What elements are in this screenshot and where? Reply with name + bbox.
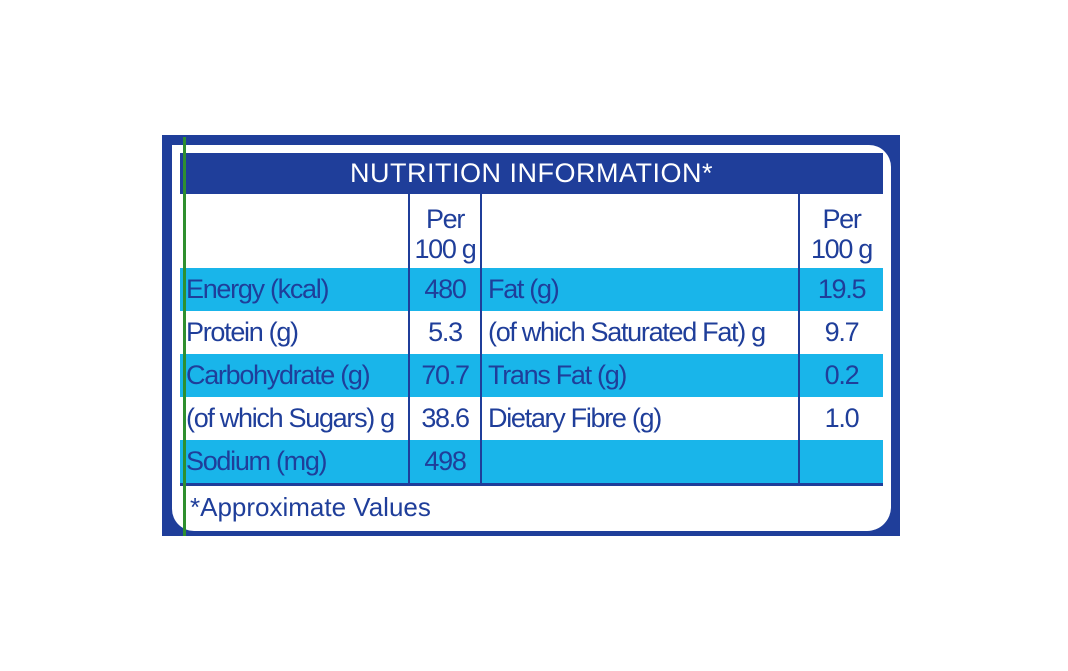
header-per-100g-right: Per 100 g <box>798 194 883 268</box>
nutrient-value: 19.5 <box>798 268 883 311</box>
nutrient-value: 70.7 <box>408 354 481 397</box>
nutrient-value: 480 <box>408 268 481 311</box>
nutrient-label: Fat (g) <box>480 268 799 311</box>
nutrient-label: Carbohydrate (g) <box>180 354 409 397</box>
table-row: Carbohydrate (g) 70.7 Trans Fat (g) 0.2 <box>180 354 883 397</box>
header-unit-left: 100 g <box>414 234 476 264</box>
header-empty-cell <box>180 194 409 268</box>
nutrient-label: (of which Saturated Fat) g <box>480 311 799 354</box>
nutrient-value: 9.7 <box>798 311 883 354</box>
nutrient-value: 0.2 <box>798 354 883 397</box>
footnote: *Approximate Values <box>190 492 431 522</box>
nutrition-title: NUTRITION INFORMATION* <box>180 153 883 194</box>
table-row: Protein (g) 5.3 (of which Saturated Fat)… <box>180 311 883 354</box>
nutrient-label <box>480 440 799 486</box>
header-per-right: Per <box>822 204 861 234</box>
header-per-left: Per <box>425 204 465 234</box>
nutrient-label: Energy (kcal) <box>180 268 409 311</box>
nutrient-value: 38.6 <box>408 397 481 440</box>
nutrient-value: 498 <box>408 440 481 486</box>
header-empty-cell <box>480 194 799 268</box>
nutrient-value <box>798 440 883 486</box>
nutrition-table: Per 100 g Per 100 g Energy (kcal) 480 Fa… <box>180 194 883 486</box>
nutrient-label: Dietary Fibre (g) <box>480 397 799 440</box>
table-row: Energy (kcal) 480 Fat (g) 19.5 <box>180 268 883 311</box>
table-row: (of which Sugars) g 38.6 Dietary Fibre (… <box>180 397 883 440</box>
nutrient-label: Sodium (mg) <box>180 440 409 486</box>
nutrition-label: NUTRITION INFORMATION* Per 100 g Per 100… <box>172 145 891 531</box>
nutrient-label: Protein (g) <box>186 317 299 347</box>
nutrient-label: (of which Sugars) g <box>186 403 395 433</box>
table-header-row: Per 100 g Per 100 g <box>180 194 883 268</box>
table-row: Sodium (mg) 498 <box>180 440 883 486</box>
divider-line <box>183 137 186 536</box>
nutrient-value: 5.3 <box>408 311 481 354</box>
header-per-100g-left: Per 100 g <box>408 194 481 268</box>
nutrient-value: 1.0 <box>798 397 883 440</box>
header-unit-right: 100 g <box>810 234 873 264</box>
nutrient-label: Trans Fat (g) <box>480 354 799 397</box>
